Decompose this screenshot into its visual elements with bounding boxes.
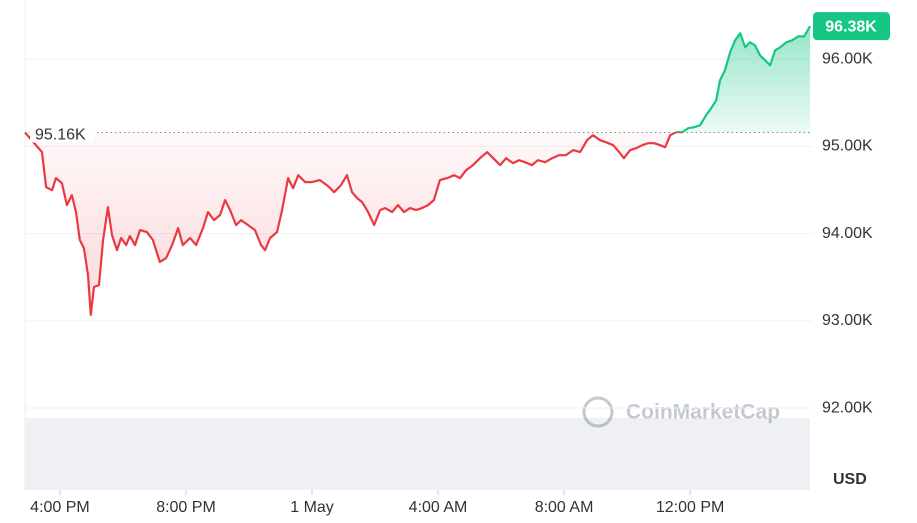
price-area	[25, 26, 811, 315]
y-tick-label: 93.00K	[822, 312, 873, 329]
x-tick-label: 1 May	[290, 499, 334, 516]
watermark-logo	[582, 396, 614, 428]
y-tick-label: 96.00K	[822, 51, 873, 68]
watermark-text: CoinMarketCap	[626, 401, 780, 424]
y-tick-label: 94.00K	[822, 225, 873, 242]
x-tick-label: 8:00 AM	[535, 499, 594, 516]
y-tick-label: 95.00K	[822, 138, 873, 155]
watermark-group: CoinMarketCap	[582, 396, 780, 428]
x-tick-label: 8:00 PM	[156, 499, 216, 516]
current-price-label: 96.38K	[825, 18, 877, 35]
current-price-box	[813, 12, 890, 41]
x-tick-label: 12:00 PM	[656, 499, 724, 516]
x-tick-label: 4:00 AM	[409, 499, 468, 516]
price-line	[24, 25, 812, 316]
baseline-label: 95.16K	[35, 127, 86, 144]
baseline-label-bg	[30, 122, 94, 143]
currency-label: USD	[833, 471, 867, 488]
x-tick-label: 4:00 PM	[30, 499, 90, 516]
y-tick-label: 92.00K	[822, 399, 873, 416]
volume-band	[25, 418, 810, 490]
